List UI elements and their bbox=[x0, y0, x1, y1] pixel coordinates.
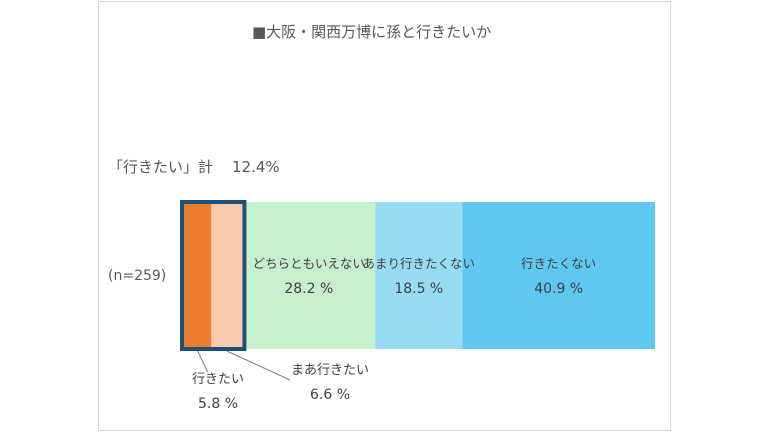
segment-name-label-5: 行きたくない bbox=[521, 256, 596, 271]
bar-segments bbox=[184, 202, 655, 349]
sample-size-label: (n=259) bbox=[108, 268, 166, 284]
leader-line-1 bbox=[197, 350, 209, 373]
bar-segment-4 bbox=[375, 202, 463, 349]
segment-labels: どちらともいえない 28.2 % あまり行きたくない 18.5 % 行きたくない 40.9… bbox=[253, 256, 597, 297]
segment-value-label-4: 18.5 % bbox=[394, 281, 443, 297]
callout-labels: 行きたい 5.8 % まあ行きたい 6.6 % bbox=[192, 350, 369, 412]
bar-segment-2 bbox=[211, 202, 243, 349]
segment-name-label-4: あまり行きたくない bbox=[363, 256, 476, 271]
callout-value-2: 6.6 % bbox=[310, 387, 350, 403]
chart-title: ■大阪・関西万博に孫と行きたいか bbox=[252, 23, 491, 41]
bar-segment-5 bbox=[462, 202, 655, 349]
summary-label: 「行きたい」計 bbox=[108, 158, 213, 176]
callout-value-1: 5.8 % bbox=[198, 396, 238, 412]
bar-segment-3 bbox=[242, 202, 376, 349]
callout-name-2: まあ行きたい bbox=[291, 363, 369, 378]
segment-name-label-3: どちらともいえない bbox=[253, 256, 365, 271]
segment-value-label-5: 40.9 % bbox=[534, 281, 583, 297]
leader-line-2 bbox=[226, 350, 291, 381]
callout-name-1: 行きたい bbox=[192, 372, 244, 387]
highlight-box bbox=[180, 200, 247, 351]
segment-value-label-3: 28.2 % bbox=[284, 281, 333, 297]
bar-segment-1 bbox=[184, 202, 212, 349]
summary-value: 12.4% bbox=[232, 158, 280, 176]
